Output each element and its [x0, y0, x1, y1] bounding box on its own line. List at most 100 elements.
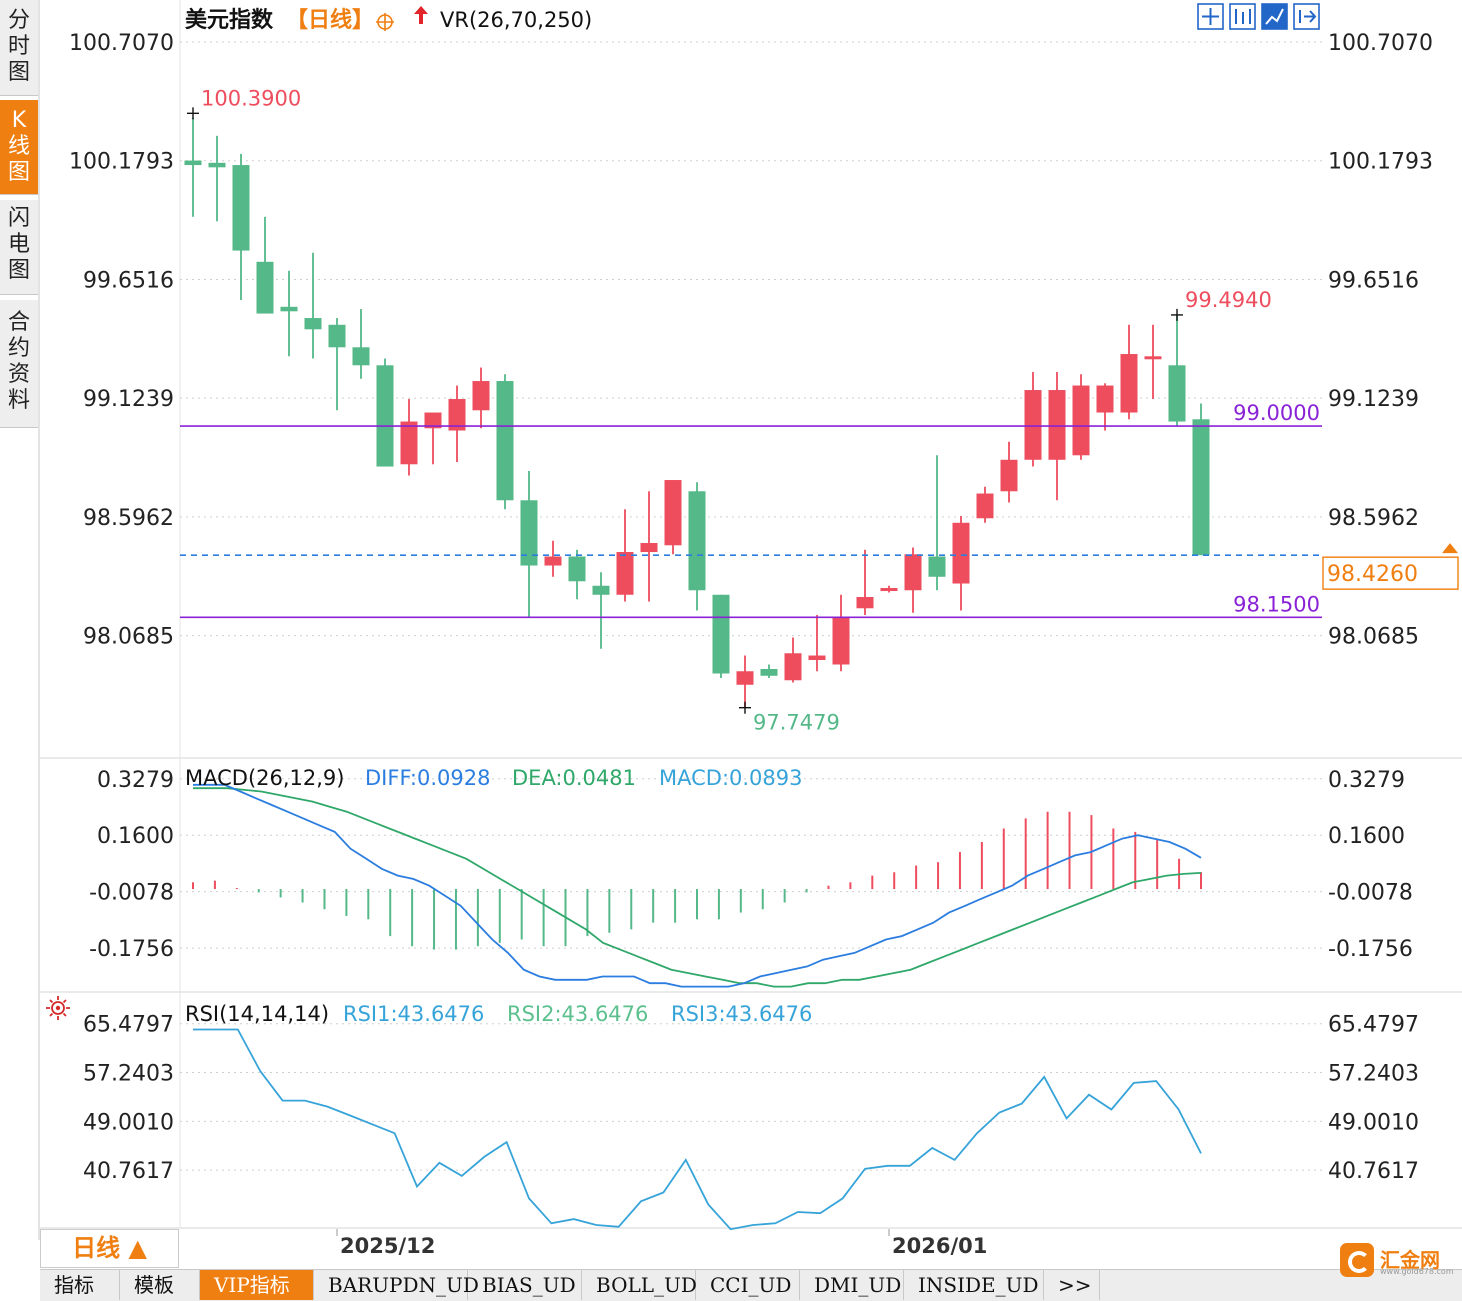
candle-body [568, 556, 586, 582]
macd-title: MACD(26,12,9) [185, 766, 345, 790]
tab-barupdn-ud[interactable]: BARUPDN_UD [314, 1270, 479, 1300]
extreme-label: 99.4940 [1185, 288, 1272, 312]
kline-y-tick-right: 98.0685 [1328, 625, 1419, 650]
candle-body [592, 585, 610, 595]
bar-chart-icon[interactable] [1229, 3, 1256, 30]
price-marker-icon [1442, 543, 1458, 554]
candle-body [928, 556, 946, 577]
rsi-settings-icon[interactable] [46, 996, 70, 1020]
rsi-y-tick-left: 40.7617 [83, 1159, 174, 1184]
candle-body [904, 554, 922, 591]
kline-y-tick-left: 98.5962 [83, 506, 174, 531]
candle-body [376, 365, 394, 467]
kline-y-tick-right: 98.5962 [1328, 506, 1419, 531]
site-logo: 汇金网 www.gold678.com [1340, 1243, 1454, 1277]
kline-y-tick-left: 100.1793 [69, 150, 174, 175]
candle-body [256, 261, 274, 314]
tab-contract-info[interactable]: 合约资料 [0, 300, 38, 428]
tab-label: >> [1058, 1273, 1092, 1297]
period-selector-button[interactable]: 日线 ▲ [40, 1229, 179, 1268]
indicator-up-arrow-icon [414, 6, 428, 24]
logo-name: 汇金网 [1380, 1248, 1440, 1272]
candle-body [448, 399, 466, 431]
axis-labels: 100.7070 100.7070 100.1793 100.1793 99.6516 9… [69, 31, 1433, 1184]
candle-body [544, 556, 562, 566]
macd-y-tick-right: -0.0078 [1328, 881, 1413, 906]
tab-label: 合约资料 [7, 310, 30, 413]
macd-y-tick-left: -0.0078 [89, 881, 174, 906]
current-price-label: 98.4260 [1327, 562, 1418, 587]
candle-body [688, 491, 706, 591]
tab-label: K线图 [7, 108, 30, 185]
candle-body [1048, 390, 1066, 460]
tab-vip-indicators[interactable]: VIP指标 [200, 1270, 314, 1300]
current-price-box [1322, 556, 1459, 590]
kline-y-tick-left: 98.0685 [83, 625, 174, 650]
indicator-label: VR(26,70,250) [440, 8, 592, 32]
tab-intraday-chart[interactable]: 分时图 [0, 0, 38, 96]
rsi-y-tick-right: 49.0010 [1328, 1110, 1419, 1135]
tab-label: CCI_UD [710, 1273, 792, 1297]
macd-y-tick-right: -0.1756 [1328, 937, 1413, 962]
tab-more[interactable]: >> [1044, 1270, 1100, 1300]
tab-label: BIAS_UD [482, 1273, 576, 1297]
candle-body [880, 588, 898, 592]
date-label-jan: 2026/01 [892, 1234, 987, 1258]
tab-label: INSIDE_UD [918, 1273, 1039, 1297]
rsi-y-tick-right: 65.4797 [1328, 1013, 1419, 1038]
candle-body [280, 306, 298, 312]
kline-y-tick-right: 100.1793 [1328, 150, 1433, 175]
tab-templates[interactable]: 模板 [120, 1270, 200, 1300]
candle-body [1192, 419, 1210, 556]
extreme-label: 97.7479 [753, 711, 840, 735]
chart-canvas[interactable]: 99.0000 98.1500 98.4260 100.3900 99.4940 97.7… [0, 0, 1462, 1270]
settings-icon[interactable] [376, 13, 394, 31]
candle-body [1144, 356, 1162, 360]
expand-right-icon[interactable] [1293, 3, 1320, 30]
level-label: 98.1500 [1233, 592, 1320, 616]
candle-body [808, 655, 826, 661]
candle-body [1168, 365, 1186, 422]
kline-y-tick-right: 99.1239 [1328, 387, 1419, 412]
diff-line [193, 783, 1202, 988]
tab-dmi-ud[interactable]: DMI_UD [800, 1270, 904, 1300]
period-selector-label: 日线 ▲ [72, 1234, 147, 1262]
candle-body [184, 160, 202, 166]
candle-body [952, 522, 970, 584]
tab-inside-ud[interactable]: INSIDE_UD [904, 1270, 1044, 1300]
chart-up-icon[interactable] [1261, 3, 1288, 30]
candle-body [520, 500, 538, 566]
candle-body [400, 421, 418, 465]
tab-flash-chart[interactable]: 闪电图 [0, 200, 38, 295]
dea-line [193, 787, 1202, 988]
candle-body [616, 552, 634, 595]
macd-y-tick-left: -0.1756 [89, 937, 174, 962]
kline-y-tick-right: 99.6516 [1328, 268, 1419, 293]
tab-bias-ud[interactable]: BIAS_UD [468, 1270, 582, 1300]
kline-y-tick-right: 100.7070 [1328, 31, 1433, 56]
macd-dea-legend: DEA:0.0481 [512, 766, 636, 790]
tab-label: 闪电图 [7, 206, 30, 283]
tab-label: BOLL_UD [596, 1273, 697, 1297]
tab-label: 分时图 [7, 8, 30, 85]
rsi-y-tick-right: 57.2403 [1328, 1062, 1419, 1087]
tab-kline-chart[interactable]: K线图 [0, 100, 38, 195]
crosshair-icon[interactable] [1197, 3, 1224, 30]
tab-indicators[interactable]: 指标 [40, 1270, 120, 1300]
kline-panel: 99.0000 98.1500 98.4260 100.3900 99.4940 97.7… [180, 86, 1459, 735]
tab-label: DMI_UD [814, 1273, 902, 1297]
macd-diff-legend: DIFF:0.0928 [365, 766, 490, 790]
candle-body [1024, 390, 1042, 460]
candle-body [1096, 385, 1114, 413]
rsi-y-tick-left: 57.2403 [83, 1062, 174, 1087]
candle-body [304, 318, 322, 330]
tab-boll-ud[interactable]: BOLL_UD [582, 1270, 697, 1300]
macd-panel [192, 783, 1202, 988]
extreme-marker [739, 701, 751, 714]
extreme-marker [187, 107, 199, 120]
candle-body [712, 594, 730, 674]
macd-y-tick-right: 0.3279 [1328, 768, 1405, 793]
candle-body [1120, 354, 1138, 413]
rsi3-legend: RSI3:43.6476 [671, 1002, 812, 1026]
tab-cci-ud[interactable]: CCI_UD [696, 1270, 800, 1300]
